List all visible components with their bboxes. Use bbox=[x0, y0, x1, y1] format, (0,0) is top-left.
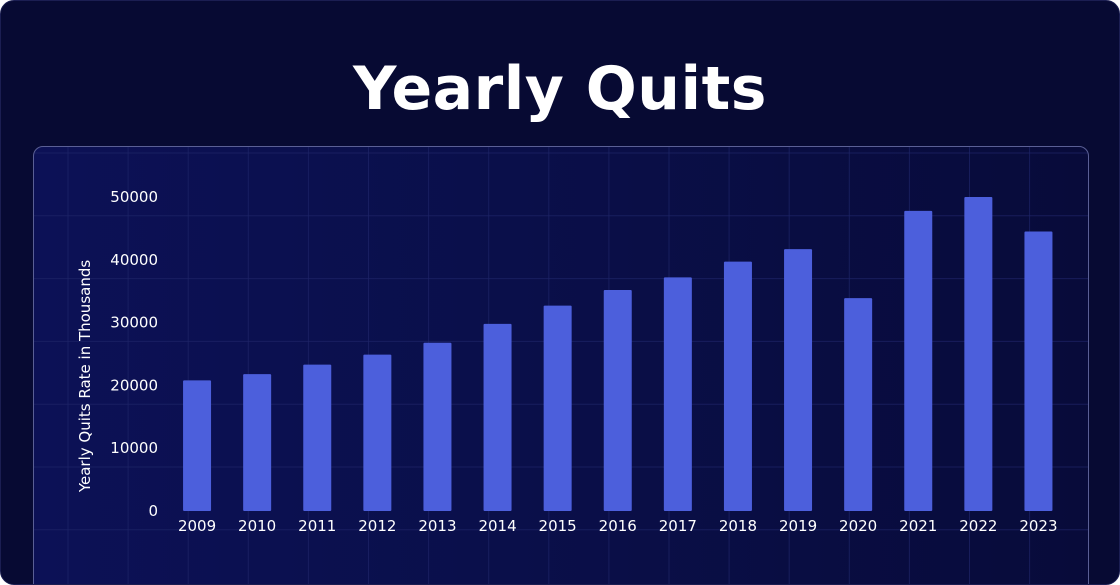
bar bbox=[243, 374, 272, 511]
bar-chart: 0 10000 20000 30000 40000 50000 Yearly Quits R… bbox=[34, 147, 1088, 584]
y-tick-label: 30000 bbox=[110, 314, 158, 332]
y-tick-label: 40000 bbox=[110, 251, 158, 269]
bar bbox=[303, 364, 332, 511]
bar bbox=[363, 354, 392, 511]
y-axis-title: Yearly Quits Rate in Thousands bbox=[76, 260, 94, 494]
x-tick-label: 2020 bbox=[839, 517, 877, 535]
bar bbox=[723, 261, 752, 511]
bar bbox=[543, 305, 572, 511]
x-tick-label: 2021 bbox=[899, 517, 937, 535]
x-tick-label: 2018 bbox=[719, 517, 757, 535]
x-tick-label: 2016 bbox=[599, 517, 637, 535]
y-tick-label: 0 bbox=[148, 502, 158, 520]
y-tick-label: 20000 bbox=[110, 376, 158, 394]
bar bbox=[844, 298, 873, 511]
plot-panel: 0 10000 20000 30000 40000 50000 Yearly Quits R… bbox=[33, 146, 1089, 584]
x-tick-label: 2009 bbox=[178, 517, 216, 535]
bar bbox=[784, 249, 813, 511]
x-tick-label: 2023 bbox=[1019, 517, 1057, 535]
x-tick-label: 2011 bbox=[298, 517, 336, 535]
bar bbox=[483, 323, 512, 511]
x-tick-label: 2012 bbox=[358, 517, 396, 535]
bar bbox=[964, 197, 993, 511]
x-tick-label: 2022 bbox=[959, 517, 997, 535]
x-tick-label: 2010 bbox=[238, 517, 276, 535]
x-tick-label: 2013 bbox=[418, 517, 456, 535]
bar bbox=[603, 289, 632, 511]
bar bbox=[904, 210, 933, 511]
x-tick-label: 2015 bbox=[539, 517, 577, 535]
x-tick-label: 2019 bbox=[779, 517, 817, 535]
chart-title: Yearly Quits bbox=[353, 54, 767, 124]
bar bbox=[423, 342, 452, 511]
bar bbox=[1024, 231, 1053, 511]
y-tick-label: 10000 bbox=[110, 439, 158, 457]
y-tick-label: 50000 bbox=[110, 188, 158, 206]
x-tick-label: 2017 bbox=[659, 517, 697, 535]
bar bbox=[663, 277, 692, 511]
bar bbox=[183, 380, 212, 511]
x-tick-label: 2014 bbox=[478, 517, 516, 535]
